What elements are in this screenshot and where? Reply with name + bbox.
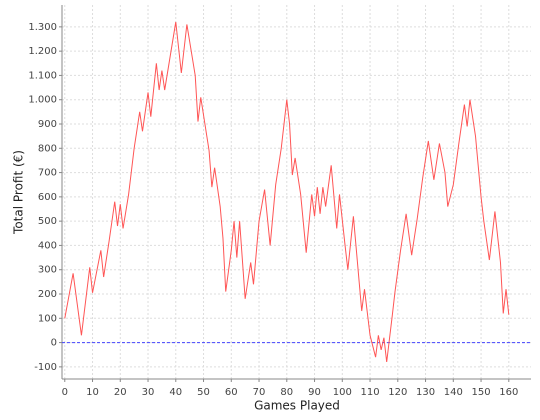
y-tick-label: 500	[38, 216, 57, 227]
y-tick-label: 300	[38, 265, 57, 276]
x-tick-label: 110	[360, 387, 379, 398]
x-tick-label: 150	[472, 387, 491, 398]
x-tick-label: 80	[280, 387, 293, 398]
y-tick-label: 1.100	[28, 70, 57, 81]
y-tick-label: 200	[38, 289, 57, 300]
y-tick-label: 400	[38, 240, 57, 251]
x-tick-label: 90	[308, 387, 321, 398]
y-tick-label: 1.000	[28, 95, 57, 106]
x-axis-title: Games Played	[254, 399, 340, 413]
y-axis-title: Total Profit (€)	[12, 150, 26, 235]
x-tick-label: 30	[142, 387, 155, 398]
x-tick-label: 140	[444, 387, 463, 398]
y-tick-label: 700	[38, 168, 57, 179]
x-tick-label: 120	[388, 387, 407, 398]
x-tick-label: 20	[114, 387, 127, 398]
x-tick-label: 160	[499, 387, 518, 398]
y-tick-label: 900	[38, 119, 57, 130]
x-tick-label: 130	[416, 387, 435, 398]
x-tick-label: 60	[225, 387, 238, 398]
y-tick-label: 1.300	[28, 22, 57, 33]
y-tick-label: 1.200	[28, 46, 57, 57]
x-tick-label: 40	[169, 387, 182, 398]
x-tick-label: 0	[62, 387, 68, 398]
x-tick-label: 50	[197, 387, 210, 398]
y-tick-label: 100	[38, 313, 57, 324]
x-tick-label: 10	[86, 387, 99, 398]
y-tick-label: -100	[34, 362, 57, 373]
y-tick-label: 800	[38, 143, 57, 154]
x-tick-label: 100	[333, 387, 352, 398]
data-line	[64, 21, 510, 363]
x-tick-label: 70	[253, 387, 266, 398]
plot-area	[62, 5, 531, 379]
y-tick-label: 600	[38, 192, 57, 203]
y-tick-label: 0	[51, 338, 57, 349]
